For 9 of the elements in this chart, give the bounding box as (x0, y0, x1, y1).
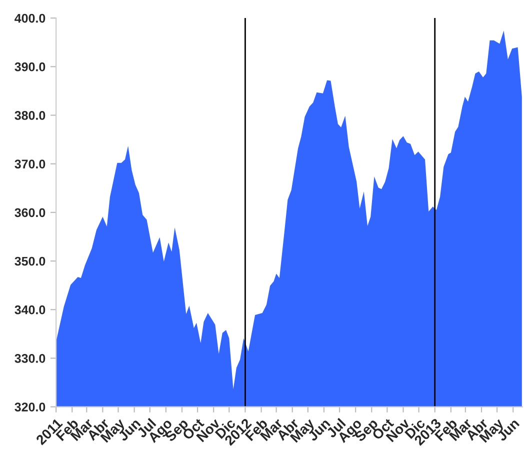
y-tick-label: 330.0 (14, 354, 46, 363)
y-tick-label: 380.0 (14, 111, 46, 120)
y-tick-label: 390.0 (14, 62, 46, 72)
y-tick-label: 370.0 (14, 160, 46, 168)
y-tick-label: 360.0 (14, 208, 46, 218)
y-tick-label: 320.0 (14, 402, 46, 412)
y-tick-label: 350.0 (14, 256, 46, 266)
y-tick-label: 340.0 (14, 305, 46, 314)
y-tick-label: 400.0 (14, 14, 46, 23)
